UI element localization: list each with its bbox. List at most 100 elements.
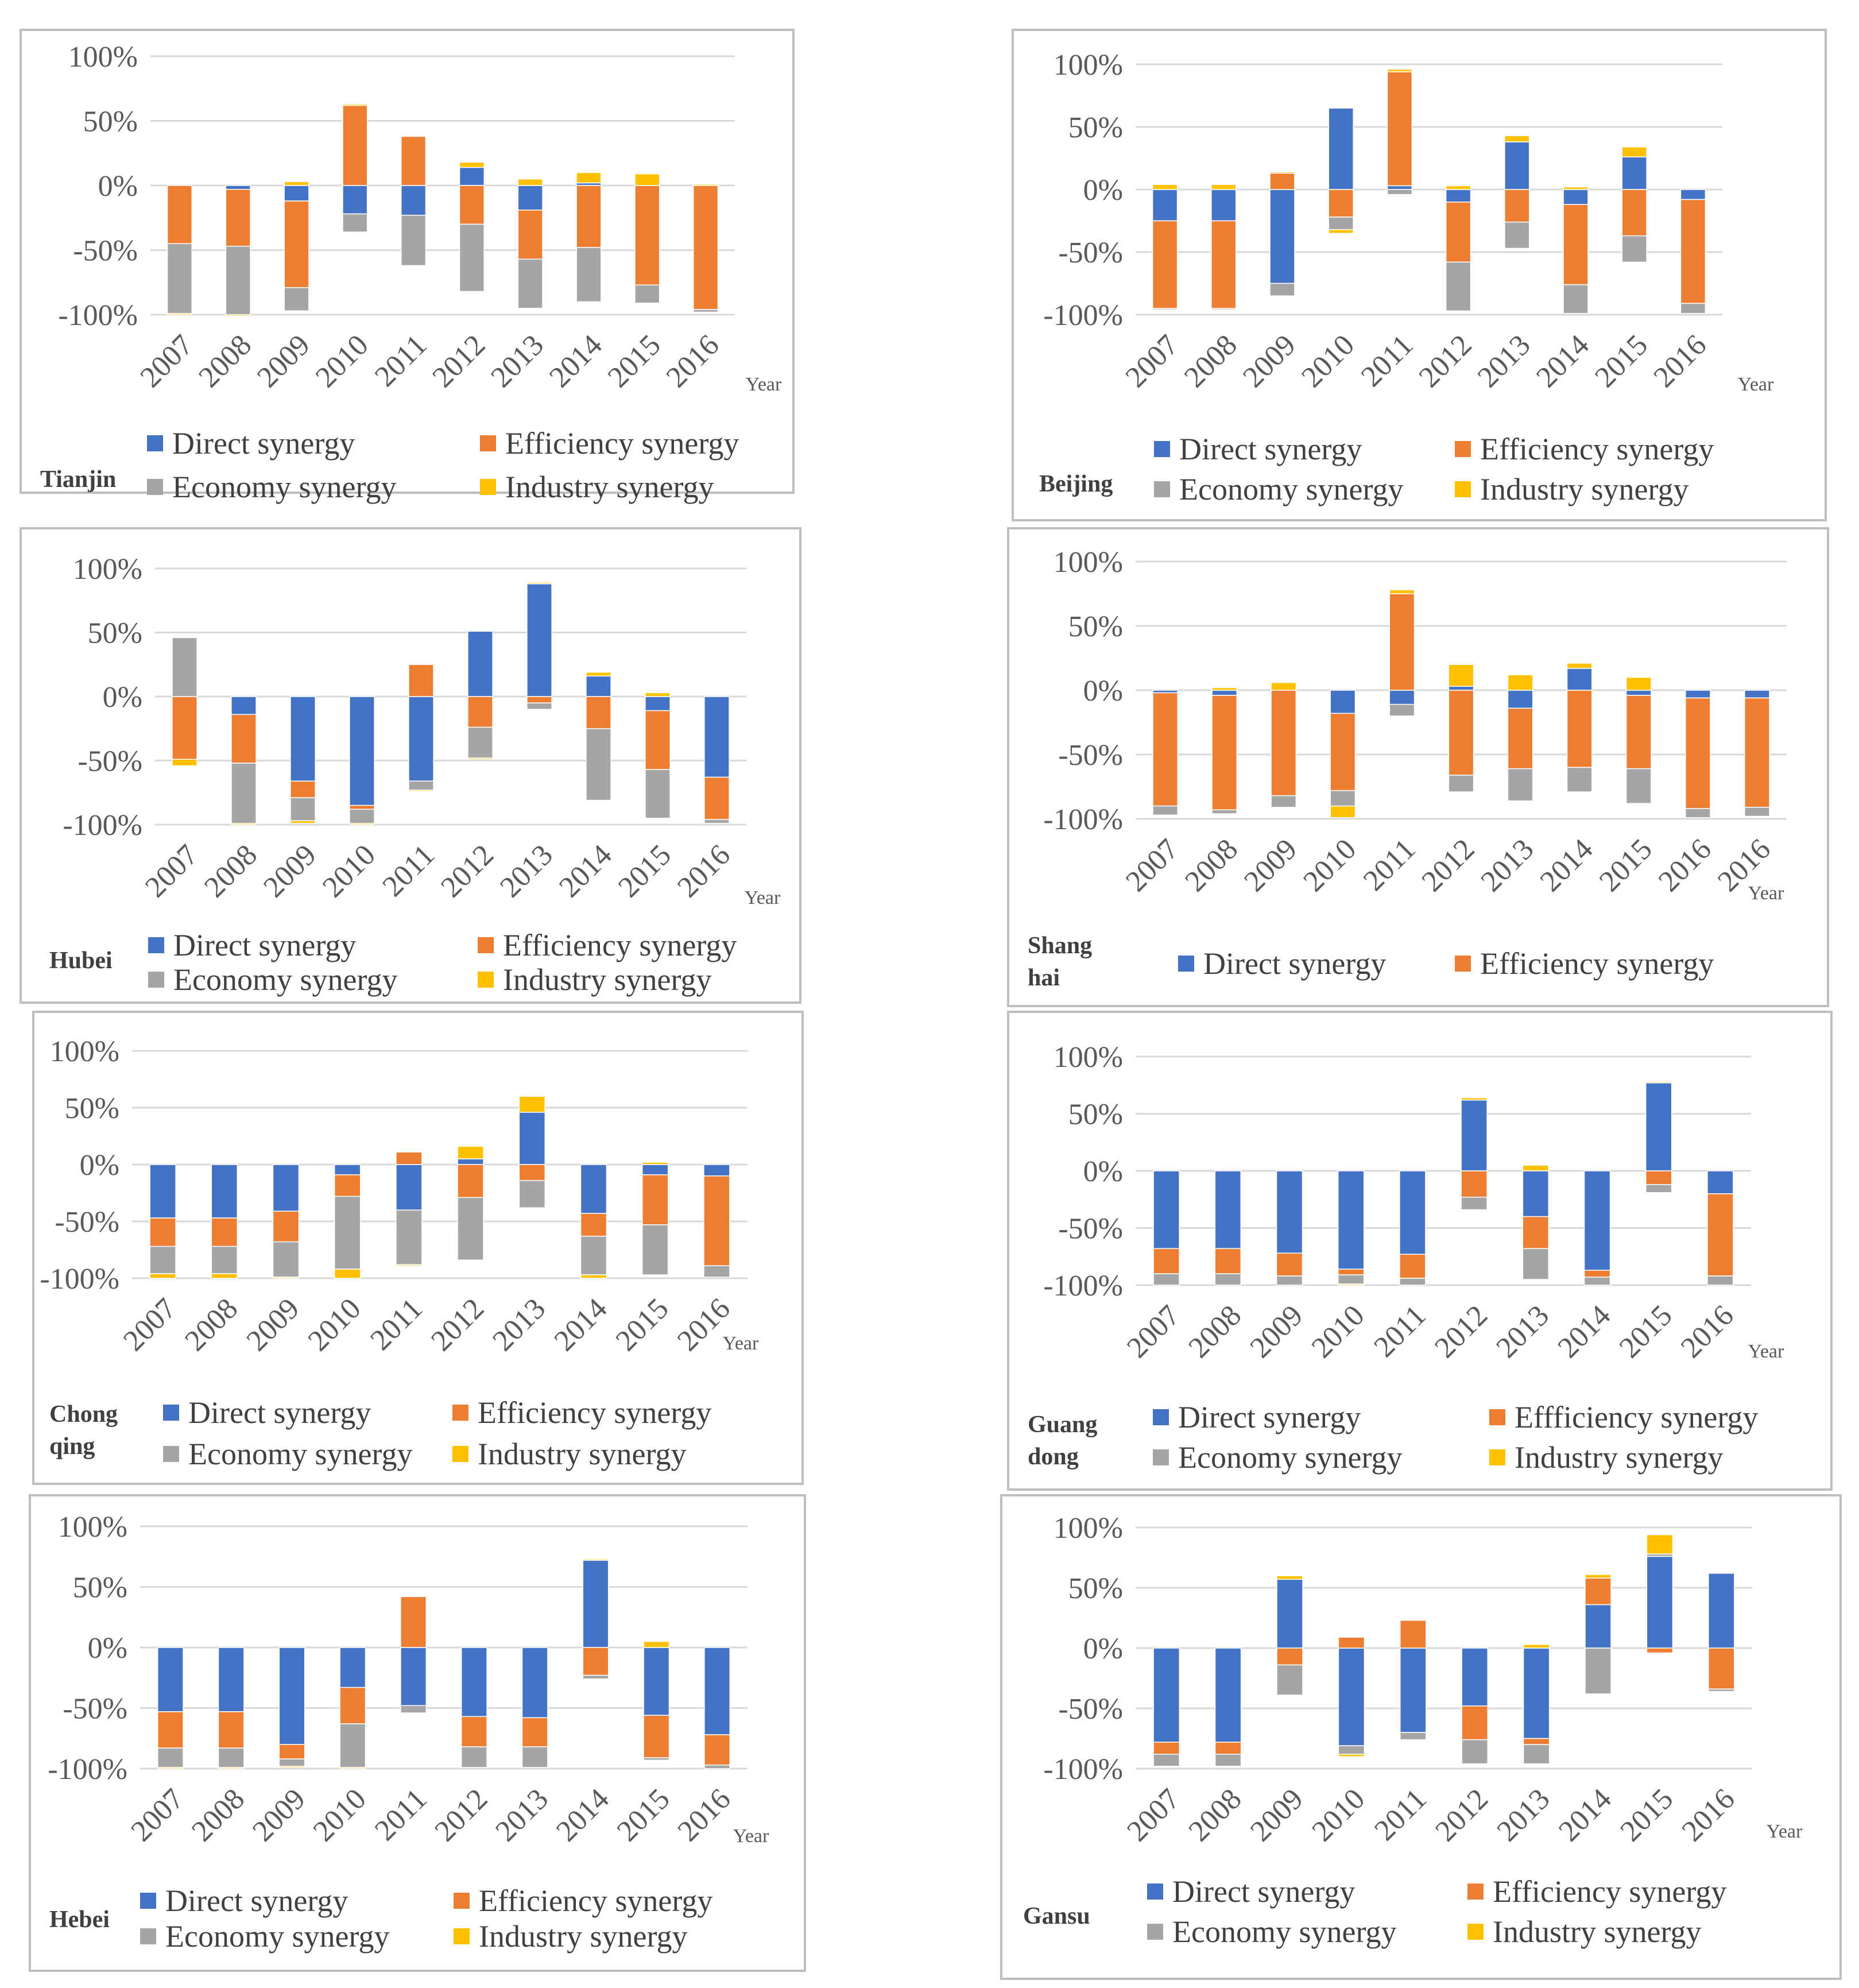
bar-direct-synergy-2009: [290, 696, 316, 782]
bar-direct-synergy-2010: [1338, 1647, 1365, 1746]
bar-direct-synergy-2010: [1328, 107, 1354, 190]
x-tick-label: 2014: [543, 328, 609, 394]
chart-frame: [1007, 527, 1829, 1007]
bar-efficiency-synergy-2009: [272, 1210, 300, 1243]
bar-efficiency-synergy-2010: [342, 105, 368, 186]
legend-swatch: [163, 1405, 179, 1421]
legend-swatch: [452, 1405, 468, 1421]
bar-economy-synergy-2013: [521, 1746, 548, 1768]
legend-swatch: [1153, 1449, 1169, 1465]
x-tick-label: 2007: [1120, 833, 1185, 898]
x-tick-label: 2012: [1429, 1782, 1494, 1848]
x-tick-label: 2011: [1368, 1782, 1432, 1847]
bar-efficiency-synergy-2012: [1461, 1705, 1489, 1741]
y-tick-label: 0%: [80, 1149, 119, 1182]
x-tick-label: 2015: [1593, 833, 1659, 898]
bar-economy-synergy-2007: [149, 1246, 176, 1274]
legend-label: Direct synergy: [188, 1395, 371, 1430]
bar-industry-synergy-2013: [517, 179, 543, 186]
bar-direct-synergy-2014: [582, 1560, 609, 1648]
x-axis-title: Year: [723, 1333, 759, 1354]
x-tick-label: 2013: [1475, 833, 1540, 898]
bar-efficiency-synergy-2016: [704, 776, 730, 820]
x-axis-title: Year: [746, 374, 782, 395]
bar-industry-synergy-2008: [1211, 184, 1237, 190]
legend-label: Industry synergy: [479, 1919, 687, 1954]
bar-efficiency-synergy-2013: [526, 696, 552, 703]
bar-economy-synergy-2015: [634, 284, 660, 304]
y-tick-label: 100%: [73, 553, 142, 586]
bar-direct-synergy-2011: [396, 1164, 423, 1210]
x-tick-label: 2010: [302, 1292, 367, 1357]
x-tick-label: 2012: [1416, 833, 1481, 898]
bar-efficiency-synergy-2007: [157, 1711, 184, 1749]
y-tick-label: -50%: [1058, 739, 1123, 772]
bar-economy-synergy-2016: [704, 1764, 731, 1769]
y-tick-label: 0%: [98, 170, 138, 203]
legend-swatch: [480, 479, 496, 495]
bar-economy-synergy-2008: [218, 1747, 245, 1768]
bar-economy-synergy-2009: [1271, 795, 1297, 808]
bar-direct-synergy-2011: [400, 185, 427, 216]
bar-economy-synergy-2007: [1153, 1754, 1180, 1767]
legend-swatch: [1154, 481, 1170, 497]
legend-swatch: [1154, 441, 1170, 457]
x-tick-label: 2016: [672, 1782, 737, 1848]
bar-efficiency-synergy-2013: [521, 1717, 548, 1747]
region-label: Hubei: [49, 947, 113, 974]
bar-economy-synergy-2012: [457, 1197, 484, 1261]
bar-industry-synergy-2012: [1445, 185, 1471, 190]
x-tick-label: 2016: [1648, 328, 1713, 394]
bar-efficiency-synergy-2013: [517, 210, 543, 260]
bar-industry-synergy-2012: [1461, 1097, 1488, 1101]
bar-economy-synergy-2007: [1152, 308, 1178, 311]
legend-swatch: [1147, 1883, 1163, 1900]
y-tick-label: 100%: [1054, 1512, 1123, 1545]
chart-frame: [32, 1011, 804, 1485]
bar-direct-synergy-2012: [457, 1158, 484, 1165]
bar-direct-synergy-2015: [1625, 690, 1652, 696]
bar-direct-synergy-2013: [521, 1647, 548, 1719]
bar-economy-synergy-2008: [231, 763, 257, 824]
bar-efficiency-synergy-2015: [634, 185, 660, 285]
legend-label: Industry synergy: [1515, 1440, 1723, 1475]
bar-efficiency-synergy-2009: [284, 200, 309, 288]
y-tick-label: 0%: [1083, 1155, 1123, 1188]
bar-efficiency-synergy-2013: [518, 1164, 546, 1181]
bar-efficiency-synergy-2012: [460, 1716, 487, 1747]
x-tick-label: 2012: [425, 1292, 490, 1357]
bar-industry-synergy-2015: [634, 173, 660, 186]
bar-economy-synergy-2014: [586, 728, 611, 801]
bar-economy-synergy-2012: [1461, 1739, 1489, 1765]
legend-swatch: [147, 479, 163, 495]
x-tick-label: 2008: [185, 1782, 251, 1848]
bar-industry-synergy-2010: [334, 1268, 361, 1279]
chart-hubei: 100%50%0%-50%-100%2007200820092010201120…: [20, 527, 801, 1004]
y-tick-label: 50%: [1068, 111, 1123, 144]
bar-economy-synergy-2014: [580, 1235, 607, 1275]
bar-direct-synergy-2014: [586, 675, 611, 697]
y-tick-label: 50%: [73, 1572, 127, 1604]
bar-efficiency-synergy-2009: [278, 1744, 305, 1759]
bar-economy-synergy-2011: [400, 215, 427, 266]
bar-economy-synergy-2012: [1461, 1197, 1488, 1210]
bar-efficiency-synergy-2011: [408, 664, 434, 697]
bar-economy-synergy-2009: [1276, 1664, 1303, 1696]
x-tick-label: 2013: [489, 1782, 555, 1848]
bar-industry-synergy-2007: [157, 1767, 184, 1769]
bar-efficiency-synergy-2007: [1153, 1248, 1180, 1274]
bar-direct-synergy-2009: [278, 1647, 305, 1745]
bar-direct-synergy-2008: [1211, 189, 1237, 222]
bar-direct-synergy-2013: [517, 185, 543, 211]
bar-industry-synergy-2011: [1386, 68, 1413, 72]
legend-label: Economy synergy: [172, 470, 396, 504]
bar-direct-synergy-2011: [408, 696, 434, 782]
bar-direct-synergy-2013: [518, 1112, 546, 1165]
x-axis-title: Year: [733, 1825, 769, 1847]
bar-industry-synergy-2014: [580, 1274, 607, 1279]
bar-industry-synergy-2011: [408, 790, 434, 792]
bar-direct-synergy-2011: [1389, 690, 1415, 705]
legend-swatch: [148, 972, 164, 988]
bar-economy-synergy-2015: [1645, 1184, 1672, 1193]
bar-industry-synergy-2013: [1522, 1165, 1550, 1171]
